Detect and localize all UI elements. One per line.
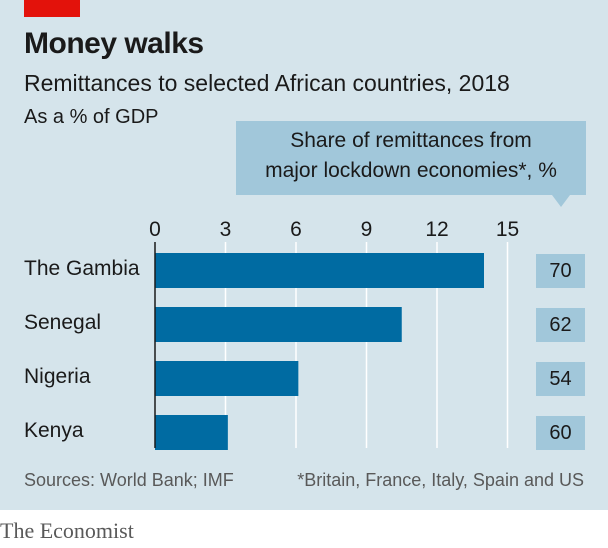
bar-kenya [155, 415, 228, 450]
chart-subtitle: Remittances to selected African countrie… [24, 70, 510, 96]
footnote: *Britain, France, Italy, Spain and US [297, 470, 584, 490]
brand-red-tag [24, 0, 80, 17]
category-label: The Gambia [24, 257, 140, 280]
brand-logo-text: The Economist [0, 518, 134, 543]
x-tick-label: 6 [290, 218, 302, 241]
bar-chart: 0 3 6 9 12 15 [149, 218, 519, 450]
bar-the-gambia [155, 253, 484, 288]
x-tick-label: 9 [361, 218, 373, 241]
category-label: Kenya [24, 419, 84, 442]
share-header-box: Share of remittances from major lockdown… [236, 121, 586, 195]
x-tick-labels: 0 3 6 9 12 15 [149, 218, 519, 241]
share-header-pointer [552, 195, 570, 207]
x-tick-label: 12 [425, 218, 448, 241]
share-header-line-2: major lockdown economies*, % [265, 159, 557, 182]
chart-title: Money walks [24, 27, 204, 60]
sources-note: Sources: World Bank; IMF [24, 470, 234, 490]
category-label: Senegal [24, 311, 102, 334]
x-tick-label: 3 [220, 218, 232, 241]
x-tick-label: 0 [149, 218, 161, 241]
axis-unit-label: As a % of GDP [24, 106, 159, 128]
share-value-box: 62 [536, 308, 585, 342]
bar-senegal [155, 307, 402, 342]
x-tick-label: 15 [496, 218, 519, 241]
share-value-box: 54 [536, 362, 585, 396]
bars [155, 253, 484, 450]
share-value-box: 70 [536, 254, 585, 288]
share-value-box: 60 [536, 416, 585, 450]
share-header-line-1: Share of remittances from [290, 129, 532, 152]
bar-nigeria [155, 361, 299, 396]
category-label: Nigeria [24, 365, 91, 388]
